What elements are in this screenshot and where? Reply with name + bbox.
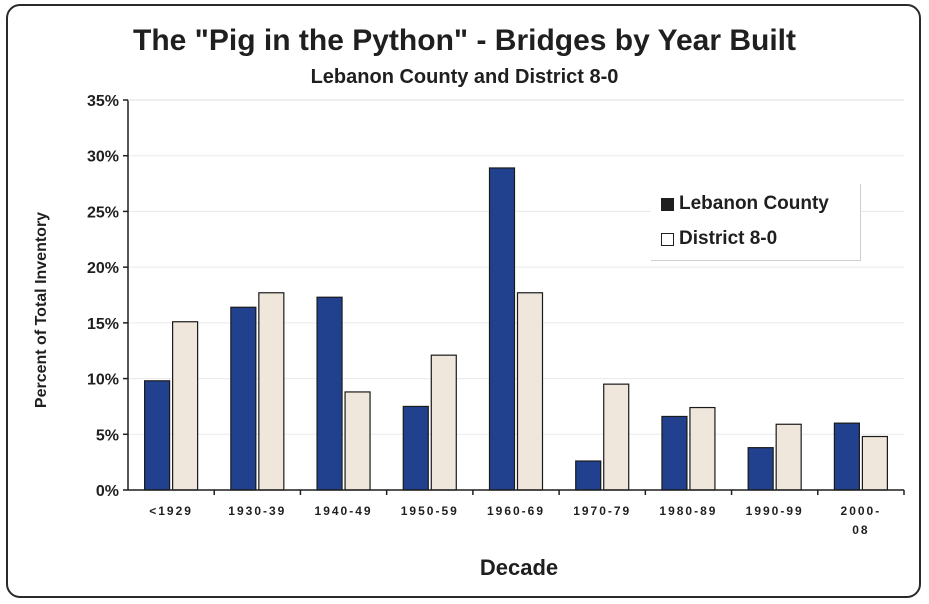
x-tick-label: 1980-89: [659, 504, 717, 518]
chart-subtitle: Lebanon County and District 8-0: [310, 66, 619, 88]
x-axis-label: Decade: [479, 555, 559, 580]
y-tick-label: 30%: [87, 149, 119, 166]
bar-lebanon-county: [144, 380, 171, 491]
bar-district-8-0: [603, 383, 630, 491]
bar-district-8-0: [516, 292, 544, 491]
bar-district-8-0: [172, 321, 199, 491]
legend-label-district-8-0: District 8-0: [679, 228, 778, 249]
y-tick-label: 10%: [87, 372, 119, 389]
x-tick-label: 1970-79: [573, 504, 631, 518]
x-tick-labels: <1929 1930-39 1940-49 1950-59 1960-69 1970-79…: [149, 490, 905, 537]
x-tick-label: 1990-99: [746, 504, 804, 518]
bar-district-8-0: [344, 391, 371, 491]
legend-swatch-district-8-0: [661, 232, 674, 246]
chart-frame: [6, 4, 921, 598]
legend-item-lebanon-county: Lebanon County: [661, 193, 829, 215]
axes: [127, 99, 904, 491]
y-tick-label: 25%: [87, 204, 119, 221]
y-tick-label: 20%: [87, 260, 119, 277]
bar-lebanon-county: [575, 460, 602, 491]
y-tick-label: 5%: [96, 427, 119, 444]
x-tick-label: 1960-69: [487, 504, 545, 518]
bar-district-8-0: [861, 435, 888, 491]
legend-swatch-lebanon-county: [661, 197, 674, 211]
bar-lebanon-county: [661, 415, 688, 491]
x-tick-label: 08: [852, 523, 869, 537]
bar-lebanon-county: [402, 405, 429, 491]
y-tick-label: 35%: [87, 93, 119, 110]
bar-lebanon-county: [488, 167, 516, 491]
legend: Lebanon County District 8-0: [651, 184, 861, 261]
bar-lebanon-county: [747, 447, 774, 491]
x-tick-label: <1929: [149, 504, 193, 518]
bar-district-8-0: [775, 423, 802, 491]
x-tick-label: 1930-39: [228, 504, 286, 518]
x-tick-label: 2000-: [841, 504, 882, 518]
y-tick-labels: 0% 5% 10% 15% 20% 25% 30% 35%: [87, 93, 119, 500]
bar-lebanon-county: [230, 306, 257, 491]
chart-title: The "Pig in the Python" - Bridges by Yea…: [133, 24, 796, 57]
bar-district-8-0: [258, 292, 285, 491]
x-tick-label: 1950-59: [401, 504, 459, 518]
legend-item-district-8-0: District 8-0: [661, 228, 777, 250]
bar-lebanon-county: [316, 296, 343, 491]
x-tick-label: 1940-49: [315, 504, 373, 518]
bars: [144, 167, 888, 491]
legend-label-lebanon-county: Lebanon County: [679, 193, 829, 214]
y-axis-label: Percent of Total Inventory: [33, 211, 50, 409]
bar-district-8-0: [430, 354, 457, 491]
bar-lebanon-county: [833, 422, 860, 491]
y-tick-label: 15%: [87, 316, 119, 333]
y-tick-label: 0%: [96, 483, 119, 500]
bar-district-8-0: [689, 406, 716, 491]
